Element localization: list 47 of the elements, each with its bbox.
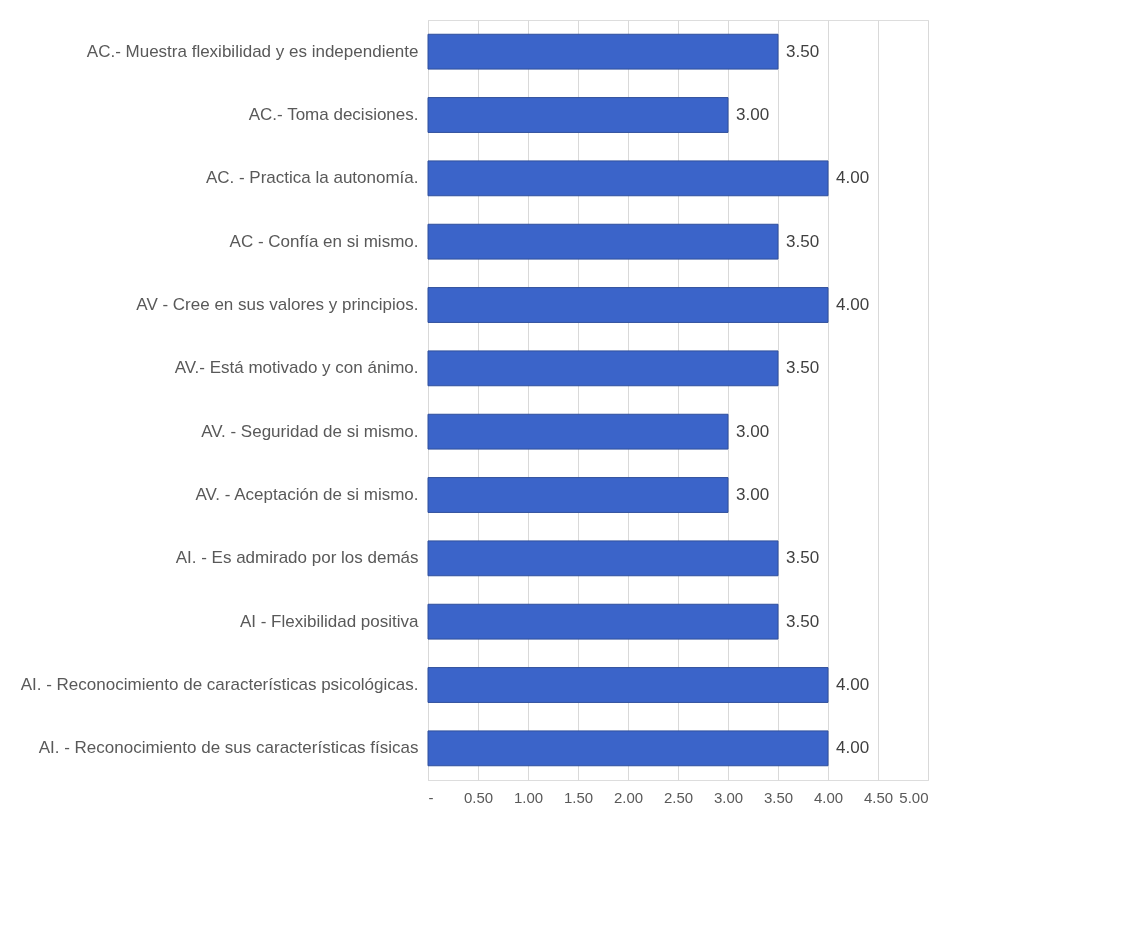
y-tick-label: AI. - Reconocimiento de sus características físicas	[38, 738, 419, 758]
data-label: 4.00	[836, 295, 870, 314]
y-tick-label: AI. - Reconocimiento de características psicológicas.	[20, 675, 419, 694]
x-tick-label: 3.00	[713, 788, 744, 806]
data-label: 3.50	[786, 231, 820, 251]
data-label: 3.50	[786, 548, 820, 568]
x-tick-label: 2.00	[613, 788, 644, 806]
bar	[427, 730, 829, 767]
x-tick-label: 1.50	[563, 788, 594, 806]
y-tick-label: AC.- Toma decisiones.	[248, 105, 419, 124]
bar	[427, 477, 729, 513]
x-tick-label: 4.50	[863, 788, 894, 806]
y-tick-label: AI. - Es admirado por los demás	[175, 548, 419, 568]
data-label: 4.00	[836, 675, 870, 694]
y-tick-label: AV.- Está motivado y con ánimo.	[174, 358, 419, 378]
bar	[427, 160, 829, 197]
x-tick-label: 1.00	[513, 788, 544, 806]
bar	[427, 97, 729, 133]
data-label: 3.50	[786, 41, 820, 61]
x-tick-label: -	[428, 788, 434, 806]
data-label: 3.00	[736, 105, 770, 124]
x-tick-label: 5.00	[899, 788, 929, 806]
bar	[427, 413, 729, 450]
data-label: 4.00	[836, 738, 870, 758]
x-tick-label: 0.50	[463, 788, 494, 806]
y-tick-label: AV. - Aceptación de si mismo.	[195, 485, 419, 504]
bar	[427, 223, 779, 260]
data-label: 3.50	[786, 611, 820, 631]
bar	[427, 287, 829, 323]
data-label: 4.00	[836, 168, 870, 188]
y-tick-label: AV. - Seguridad de si mismo.	[201, 421, 419, 441]
y-tick-label: AC. - Practica la autonomía.	[205, 168, 419, 188]
bar	[427, 540, 779, 577]
x-tick-label: 2.50	[663, 788, 694, 806]
bar	[427, 33, 779, 70]
y-tick-label: AV - Cree en sus valores y principios.	[136, 295, 419, 314]
y-tick-label: AC.- Muestra flexibilidad y es independiente	[86, 41, 419, 61]
bar	[427, 603, 779, 640]
bar	[427, 350, 779, 387]
x-tick-label: 3.50	[763, 788, 794, 806]
bar	[427, 667, 829, 703]
y-tick-label: AI - Flexibilidad positiva	[239, 611, 420, 631]
y-tick-label: AC - Confía en si mismo.	[229, 231, 419, 251]
data-label: 3.00	[736, 485, 770, 504]
x-tick-label: 4.00	[813, 788, 844, 806]
data-label: 3.50	[786, 358, 820, 378]
data-label: 3.00	[736, 421, 770, 441]
